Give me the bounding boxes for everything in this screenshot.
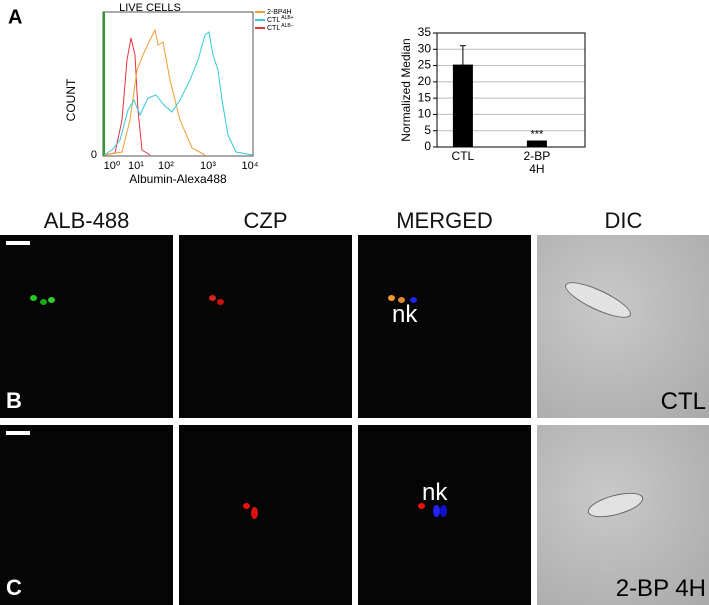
signal (251, 507, 258, 519)
histogram-title: LIVE CELLS (119, 2, 181, 14)
cyan-trace (103, 31, 254, 156)
row-label: B (6, 388, 22, 413)
bar-chart: 0 5 10 15 20 25 30 35 *** (418, 25, 586, 153)
signal (398, 297, 405, 303)
y-axis-label: COUNT (64, 78, 78, 121)
y-tick-label: 10 (418, 107, 432, 121)
legend-label: CTLALB+ (267, 15, 294, 24)
y-tick-label: 0 (424, 139, 431, 153)
y-tick-label: 0 (91, 149, 97, 161)
significance: *** (530, 128, 544, 140)
cell (561, 275, 635, 325)
signal (433, 505, 440, 517)
signal (217, 299, 224, 305)
y-axis-label: Normalized Median (399, 38, 413, 141)
signal (40, 299, 47, 305)
x-tick-label: 10⁴ (242, 160, 259, 172)
bar (452, 64, 473, 147)
orange-trace (103, 28, 206, 156)
fluorescence-image (179, 425, 352, 605)
x-tick-label: 10¹ (128, 160, 144, 172)
plot-frame (436, 32, 586, 148)
fluorescence-image: B (0, 235, 173, 418)
x-tick-label: 10³ (200, 160, 216, 172)
fluorescence-image: nk (358, 425, 531, 605)
nucleus-label: nk (392, 301, 418, 328)
legend-sup: ALB+ (281, 15, 293, 21)
fluorescence-image: nk (358, 235, 531, 418)
x-tick-label: 10⁰ (104, 160, 121, 172)
dic-image: 2-BP 4H (537, 425, 709, 605)
y-tick-label: 25 (418, 58, 432, 72)
signal (440, 505, 447, 517)
y-tick-label: 35 (418, 25, 432, 39)
legend-name: CTL (267, 17, 280, 24)
histogram-ticks: 10⁰ 10¹ 10² 10³ 10⁴ (104, 160, 259, 172)
top-panel: A LIVE CELLS 0 COUNT Albumin-Alexa488 10… (8, 2, 586, 186)
signal (243, 503, 250, 509)
scale-bar (6, 431, 30, 435)
column-header: MERGED (396, 208, 493, 233)
signal (48, 297, 55, 303)
legend-label: CTLALB− (267, 23, 294, 32)
signal (410, 297, 417, 303)
y-tick-label: 5 (424, 123, 431, 137)
fluorescence-image: C (0, 425, 173, 605)
red-trace (103, 37, 151, 156)
y-tick-label: 30 (418, 41, 432, 55)
fluorescence-image (179, 235, 352, 418)
cell (585, 487, 646, 523)
legend-name: 2-BP4H (267, 9, 292, 16)
condition-label: 2-BP 4H (615, 575, 706, 602)
legend-label: 2-BP4H (267, 9, 292, 16)
y-tick-label: 20 (418, 74, 432, 88)
signal (388, 295, 395, 301)
x-tick-label: 10² (158, 160, 174, 172)
dic-image: CTL (537, 235, 709, 418)
row-label: C (6, 575, 22, 600)
condition-label: CTL (660, 388, 706, 415)
legend-name: CTL (267, 25, 280, 32)
y-tick-label: 15 (418, 90, 432, 104)
column-header: CZP (243, 208, 288, 233)
signal (209, 295, 216, 301)
bar (526, 140, 547, 147)
x-axis-label: Albumin-Alexa488 (129, 172, 227, 186)
legend-sup: ALB− (281, 23, 293, 29)
signal (30, 295, 37, 301)
x-tick-label: CTL (451, 149, 475, 163)
nucleus-label: nk (422, 479, 448, 506)
x-tick-label: 2-BP 4H (523, 149, 551, 176)
signal (418, 503, 425, 509)
column-header: ALB-488 (43, 208, 130, 233)
scale-bar (6, 241, 30, 245)
panel-label: A (8, 6, 22, 28)
column-header: DIC (604, 208, 643, 233)
